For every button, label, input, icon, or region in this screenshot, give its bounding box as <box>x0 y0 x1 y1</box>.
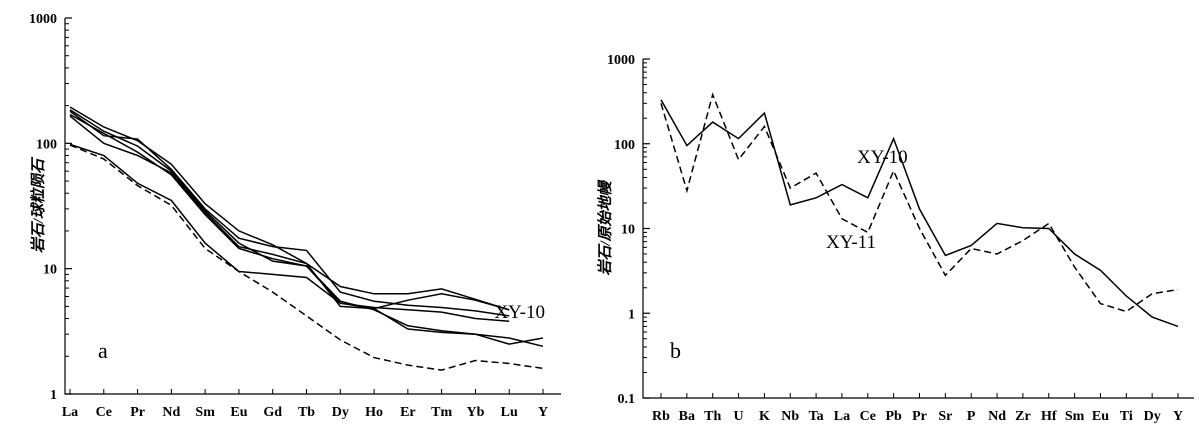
x-tick-label-nd: Nd <box>988 409 1006 424</box>
y-tick-label: 100 <box>36 137 57 152</box>
y-tick-label: 1000 <box>29 12 57 27</box>
x-tick-label-la: La <box>834 409 850 424</box>
annotation-label: XY-10 <box>494 302 545 323</box>
annotation-label: XY-10 <box>857 147 908 168</box>
x-tick-label-pb: Pb <box>885 409 902 424</box>
y-tick-label: 1000 <box>607 53 635 68</box>
series-line-2 <box>69 110 510 317</box>
y-tick-label: 100 <box>614 138 635 153</box>
series-line-6 <box>69 143 544 348</box>
x-tick-label-nd: Nd <box>162 405 180 420</box>
y-tick-label: 10 <box>621 223 635 238</box>
x-tick-label-zr: Zr <box>1015 409 1031 424</box>
x-tick-label-ti: Ti <box>1120 409 1133 424</box>
y-tick-label: 0.1 <box>618 392 636 407</box>
x-tick-label-dy: Dy <box>1144 409 1161 424</box>
x-tick-label-ce: Ce <box>860 409 876 424</box>
x-tick-label-rb: Rb <box>652 409 670 424</box>
x-tick-label-lu: Lu <box>501 405 518 420</box>
y-axis-label: 岩石/球粒陨石 <box>29 156 47 253</box>
x-tick-label-gd: Gd <box>263 405 282 420</box>
y-axis-label: 岩石/原始地幔 <box>597 179 614 275</box>
series-line-4 <box>69 113 510 323</box>
series-line-2 <box>660 92 1179 313</box>
x-tick-label-th: Th <box>704 409 721 424</box>
series-line-7 <box>69 144 544 371</box>
x-tick-label-hf: Hf <box>1041 409 1057 424</box>
x-tick-label-yb: Yb <box>466 405 484 420</box>
panel-label: a <box>98 338 108 363</box>
x-tick-label-ba: Ba <box>679 409 695 424</box>
x-tick-label-pr: Pr <box>130 405 145 420</box>
series-line-5 <box>69 109 544 345</box>
chart-panel-a: 1 10 100 1000 La Ce Pr Nd Sm Eu Gd Tb Dy Ho Er Tm Yb Lu Y 岩… <box>29 12 561 420</box>
x-tick-label-u: U <box>733 409 743 424</box>
x-tick-label-y: Y <box>1173 409 1183 424</box>
x-tick-label-tb: Tb <box>298 405 315 420</box>
x-tick-label-eu: Eu <box>230 405 247 420</box>
y-tick-label: 1 <box>628 307 635 322</box>
series-line-1 <box>69 106 510 311</box>
x-tick-label-p: P <box>967 409 976 424</box>
x-tick-label-ta: Ta <box>809 409 824 424</box>
y-tick-label: 10 <box>43 263 57 278</box>
x-tick-label-sm: Sm <box>1065 409 1085 424</box>
x-tick-label-sm: Sm <box>195 405 215 420</box>
chart-panel-b: 0.1 1 10 100 1000 Rb Ba Th U K Nb Ta La Ce Pb Pr Sr P Nd Zr… <box>597 53 1194 424</box>
x-tick-label-k: K <box>759 409 770 424</box>
series-line-1 <box>660 99 1179 328</box>
series-line-3 <box>69 115 510 311</box>
x-tick-label-la: La <box>62 405 78 420</box>
x-tick-label-sr: Sr <box>938 409 952 424</box>
x-tick-label-nb: Nb <box>781 409 799 424</box>
x-tick-label-er: Er <box>400 405 416 420</box>
annotation-label: XY-11 <box>826 232 876 253</box>
x-tick-label-tm: Tm <box>431 405 452 420</box>
panel-label: b <box>670 338 681 363</box>
x-tick-label-ce: Ce <box>96 405 112 420</box>
y-tick-label: 1 <box>50 388 57 403</box>
x-tick-label-dy: Dy <box>332 405 349 420</box>
axis-lines <box>642 59 1194 399</box>
x-tick-label-ho: Ho <box>365 405 383 420</box>
x-tick-label-y: Y <box>538 405 548 420</box>
x-tick-label-eu: Eu <box>1092 409 1109 424</box>
x-tick-label-pr: Pr <box>912 409 927 424</box>
